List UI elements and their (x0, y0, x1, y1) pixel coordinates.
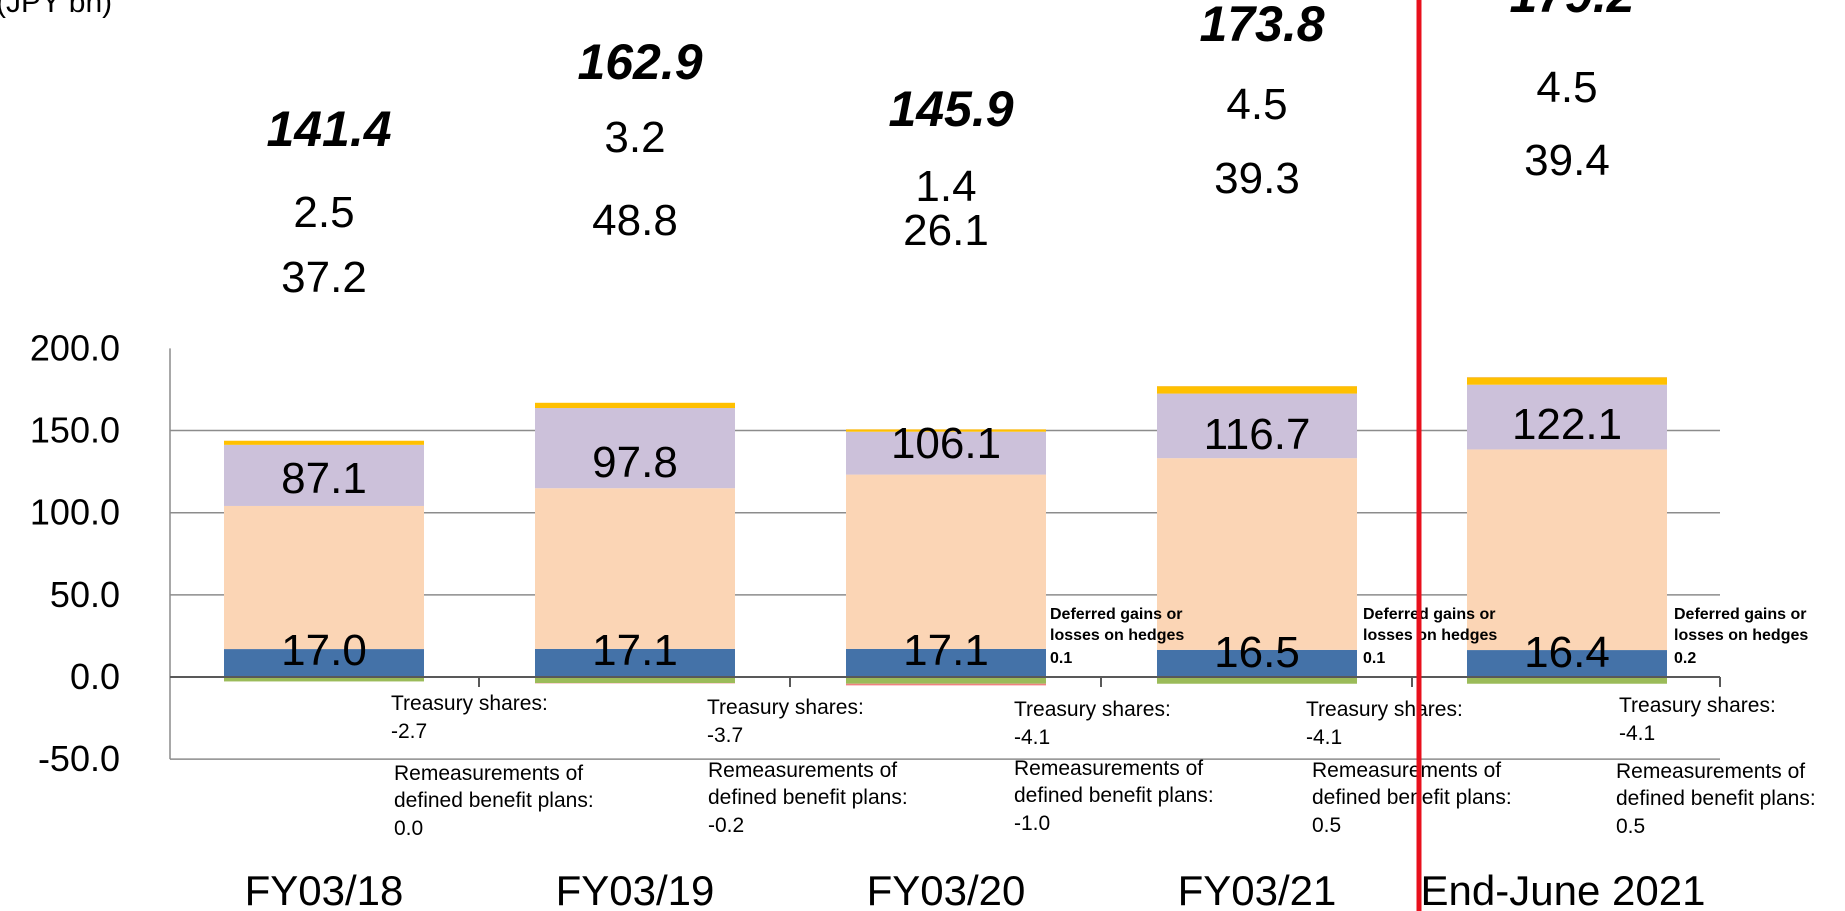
remeasurements-label-line2: defined benefit plans: (1014, 784, 1214, 807)
hedges-value: 0.1 (1363, 650, 1385, 667)
bar-segment (224, 440, 424, 445)
y-tick-label: 100.0 (30, 492, 120, 533)
segment-value-label: 48.8 (592, 196, 678, 245)
bar-segment-negative (224, 677, 424, 682)
y-tick-label: 0.0 (70, 656, 120, 697)
x-category-label: FY03/21 (1178, 867, 1337, 911)
bar-segment (224, 505, 424, 650)
bar-segment (224, 649, 424, 677)
treasury-shares-label: Treasury shares: (391, 692, 548, 715)
remeasurements-label-line1: Remeasurements of (1616, 760, 1805, 783)
remeasurements-label-line1: Remeasurements of (1014, 757, 1203, 780)
treasury-shares-value: -4.1 (1306, 726, 1342, 749)
total-value-label: 162.9 (577, 34, 702, 90)
x-category-label: FY03/20 (867, 867, 1026, 911)
hedges-label-line2: losses on hedges (1050, 627, 1184, 644)
remeasurements-value: -1.0 (1014, 812, 1050, 835)
segment-value-label: 122.1 (1512, 400, 1622, 449)
treasury-shares-value: -4.1 (1619, 722, 1655, 745)
bar-segment (535, 402, 735, 409)
total-value-label: 145.9 (888, 81, 1013, 137)
hedges-label-line2: losses on hedges (1674, 627, 1808, 644)
y-tick-label: -50.0 (38, 738, 120, 779)
bar-segment (224, 444, 424, 506)
bar-segment (846, 474, 1046, 649)
segment-value-label: 17.1 (903, 626, 989, 675)
hedges-label-line2: losses on hedges (1363, 627, 1497, 644)
bar-segment-negative (535, 677, 735, 684)
treasury-shares-value: -2.7 (391, 720, 427, 743)
segment-value-label: 37.2 (281, 253, 367, 302)
treasury-shares-value: -4.1 (1014, 726, 1050, 749)
bar-segment (1467, 449, 1667, 651)
bar-segment (1157, 393, 1357, 459)
segment-value-label: 87.1 (281, 454, 367, 503)
hedges-label-line1: Deferred gains or (1050, 606, 1182, 623)
segment-value-label: 2.5 (293, 188, 354, 237)
bar-segment (846, 429, 1046, 432)
segment-value-label: 4.5 (1226, 80, 1287, 129)
segment-value-label: 116.7 (1204, 410, 1311, 459)
bar-segment (1157, 386, 1357, 394)
remeasurements-value: 0.5 (1616, 815, 1645, 838)
bar-segment (535, 648, 735, 677)
segment-value-label: 97.8 (592, 438, 678, 487)
remeasurements-label-line2: defined benefit plans: (394, 789, 594, 812)
remeasurements-value: 0.5 (1312, 814, 1341, 837)
remeasurements-label-line2: defined benefit plans: (708, 786, 908, 809)
bar-segment-negative (1157, 677, 1357, 684)
segment-value-label: 39.4 (1524, 136, 1610, 185)
remeasurements-value: 0.0 (394, 817, 423, 840)
bar-segment (1467, 384, 1667, 450)
bar-segment (1157, 649, 1357, 677)
segment-value-label: 17.0 (281, 626, 367, 675)
segment-value-label: 16.4 (1524, 628, 1610, 677)
bar-segment-negative (846, 677, 1046, 684)
hedges-label-line1: Deferred gains or (1674, 606, 1806, 623)
y-tick-label: 50.0 (50, 574, 120, 615)
segment-value-label: 3.2 (604, 113, 665, 162)
bar-segment-negative (1467, 677, 1667, 684)
bar-segment (535, 408, 735, 489)
treasury-shares-label: Treasury shares: (1306, 698, 1463, 721)
remeasurements-label-line2: defined benefit plans: (1616, 787, 1816, 810)
bar-segment (1467, 650, 1667, 677)
segment-value-label: 4.5 (1536, 63, 1597, 112)
segment-value-label: 16.5 (1214, 628, 1300, 677)
x-category-label: End-June 2021 (1421, 867, 1706, 911)
remeasurements-label-line2: defined benefit plans: (1312, 786, 1512, 809)
bar-segment (1157, 458, 1357, 650)
remeasurements-label-line1: Remeasurements of (708, 759, 897, 782)
remeasurements-value: -0.2 (708, 814, 744, 837)
segment-value-label: 106.1 (891, 419, 1001, 468)
segment-value-label: 17.1 (592, 626, 678, 675)
segment-value-label: 39.3 (1214, 154, 1300, 203)
bar-segment-negative (846, 683, 1046, 686)
total-value-label: 179.2 (1509, 0, 1634, 23)
treasury-shares-label: Treasury shares: (707, 696, 864, 719)
bar-segment (535, 488, 735, 649)
segment-value-label: 1.4 (915, 162, 976, 211)
unit-label: (JPY bn) (0, 0, 112, 19)
hedges-label-line1: Deferred gains or (1363, 606, 1495, 623)
total-value-label: 141.4 (266, 101, 391, 157)
y-tick-label: 150.0 (30, 410, 120, 451)
bar-segment (846, 648, 1046, 677)
hedges-value: 0.1 (1050, 650, 1072, 667)
x-category-label: FY03/18 (245, 867, 404, 911)
treasury-shares-label: Treasury shares: (1014, 698, 1171, 721)
remeasurements-label-line1: Remeasurements of (394, 762, 583, 785)
bar-segment (1467, 377, 1667, 385)
y-tick-label: 200.0 (30, 327, 120, 368)
segment-value-label: 26.1 (903, 206, 989, 255)
treasury-shares-value: -3.7 (707, 724, 743, 747)
remeasurements-label-line1: Remeasurements of (1312, 759, 1501, 782)
treasury-shares-label: Treasury shares: (1619, 694, 1776, 717)
x-category-label: FY03/19 (556, 867, 715, 911)
total-value-label: 173.8 (1199, 0, 1324, 52)
bar-segment (846, 431, 1046, 475)
hedges-value: 0.2 (1674, 650, 1696, 667)
